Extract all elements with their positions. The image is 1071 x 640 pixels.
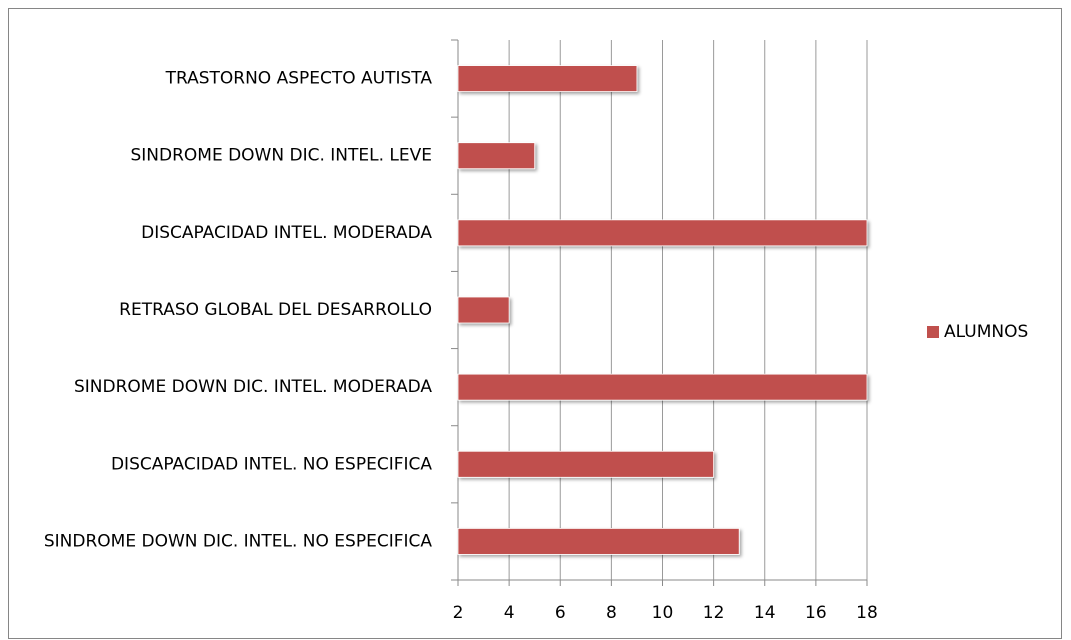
x-tick-label: 14 [754,603,776,623]
x-tick-label: 12 [703,603,725,623]
bar [457,142,536,170]
x-tick-label: 18 [856,603,878,623]
bar [457,528,740,555]
y-tick-label: TRASTORNO ASPECTO AUTISTA [165,69,433,89]
bar [457,450,715,478]
y-tick-label: SINDROME DOWN DIC. INTEL. MODERADA [74,377,432,397]
legend-label: ALUMNOS [944,322,1028,342]
y-tick-label: RETRASO GLOBAL DEL DESARROLLO [119,300,432,320]
bar [457,296,510,324]
x-tick-label: 6 [555,603,566,623]
x-tick-label: 10 [652,603,674,623]
bar [457,373,868,401]
legend-swatch [927,326,939,338]
y-tick-label: SINDROME DOWN DIC. INTEL. LEVE [130,146,432,166]
y-tick-label: DISCAPACIDAD INTEL. NO ESPECIFICA [111,454,432,474]
bar [457,219,868,247]
x-tick-label: 8 [606,603,617,623]
bar [457,65,638,92]
x-tick-label: 16 [805,603,827,623]
y-tick-label: SINDROME DOWN DIC. INTEL. NO ESPECIFICA [44,531,433,551]
x-tick-label: 4 [504,603,515,623]
x-tick-label: 2 [453,603,464,623]
y-tick-label: DISCAPACIDAD INTEL. MODERADA [141,223,432,243]
